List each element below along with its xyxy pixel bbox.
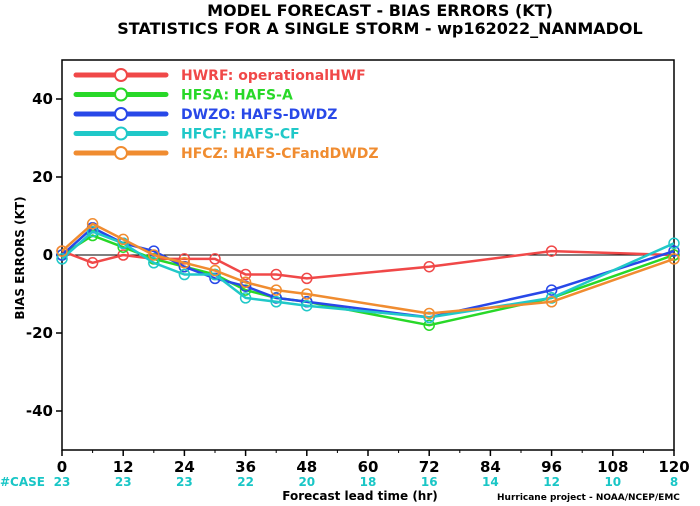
data-point [545, 296, 558, 308]
data-point [117, 249, 129, 261]
case-count: 12 [543, 475, 560, 489]
x-tick-label: 72 [419, 458, 440, 476]
y-tick-label: -20 [26, 324, 53, 342]
y-tick-label: 0 [43, 246, 53, 264]
data-point [301, 288, 313, 300]
data-point [423, 319, 435, 331]
case-count: 23 [115, 475, 132, 489]
series-5 [56, 218, 680, 320]
legend-label: HFCF: HAFS-CF [181, 127, 300, 143]
data-point [668, 237, 680, 250]
case-count: 20 [298, 475, 315, 489]
data-point [270, 296, 282, 308]
x-tick-label: 48 [296, 458, 317, 476]
data-point [178, 268, 191, 281]
legend-label: HFSA: HAFS-A [181, 88, 293, 104]
legend-marker [114, 107, 128, 121]
y-tick-label: 20 [32, 168, 53, 186]
case-count: 8 [670, 475, 678, 489]
data-point [239, 268, 252, 281]
case-count: 22 [237, 475, 254, 489]
data-point [545, 245, 558, 257]
y-tick-label: 40 [32, 90, 53, 108]
y-tick-label: -40 [26, 402, 53, 420]
x-tick-label: 84 [480, 458, 501, 476]
legend-label: HFCZ: HAFS-CFandDWDZ [181, 146, 378, 162]
data-point [301, 299, 313, 312]
x-tick-label: 108 [597, 458, 628, 476]
x-tick-label: 36 [235, 458, 256, 476]
series-line [61, 222, 675, 315]
case-count: 18 [360, 475, 377, 489]
case-count: 16 [421, 475, 438, 489]
data-point [301, 272, 313, 285]
credit-text: Hurricane project - NOAA/NCEP/EMC [497, 493, 680, 503]
legend-marker [114, 68, 128, 82]
data-point [209, 264, 221, 277]
data-point [117, 233, 129, 246]
data-point [270, 284, 282, 296]
x-tick-label: 0 [57, 458, 67, 476]
x-tick-label: 24 [174, 458, 195, 476]
data-point [86, 257, 99, 269]
data-point [239, 292, 252, 304]
case-label: #CASE [0, 475, 45, 489]
legend-marker [114, 87, 128, 102]
data-point [668, 245, 680, 257]
x-axis-label: Forecast lead time (hr) [282, 489, 438, 503]
case-count: 23 [176, 475, 193, 489]
data-point [56, 245, 68, 257]
data-point [270, 268, 282, 281]
data-point [56, 253, 68, 265]
data-point [148, 249, 160, 261]
data-point [86, 225, 99, 238]
data-point [423, 307, 435, 320]
data-point [178, 257, 191, 269]
data-point [86, 218, 99, 230]
x-tick-label: 120 [658, 458, 689, 476]
data-point [209, 253, 221, 265]
case-count: 23 [54, 475, 71, 489]
x-tick-label: 96 [541, 458, 562, 476]
x-tick-label: 60 [358, 458, 379, 476]
legend-label: HWRF: operationalHWF [181, 68, 366, 84]
data-point [423, 260, 435, 273]
legend-marker [114, 146, 128, 160]
case-count: 14 [482, 475, 499, 489]
legend-marker [114, 126, 128, 141]
legend: HWRF: operationalHWF HFSA: HAFS-A DWZO: HA… [70, 62, 422, 162]
x-tick-label: 12 [113, 458, 134, 476]
data-point [239, 276, 252, 289]
y-axis-label: BIAS ERRORS (KT) [13, 196, 27, 319]
series-4 [56, 225, 680, 324]
data-point [545, 284, 558, 296]
legend-label: DWZO: HAFS-DWDZ [181, 107, 337, 123]
case-count: 10 [604, 475, 621, 489]
chart-title: MODEL FORECAST - BIAS ERRORS (KT) [207, 1, 553, 20]
chart-subtitle: STATISTICS FOR A SINGLE STORM - wp162022… [117, 19, 642, 38]
data-point [668, 253, 680, 265]
data-point [148, 257, 160, 269]
